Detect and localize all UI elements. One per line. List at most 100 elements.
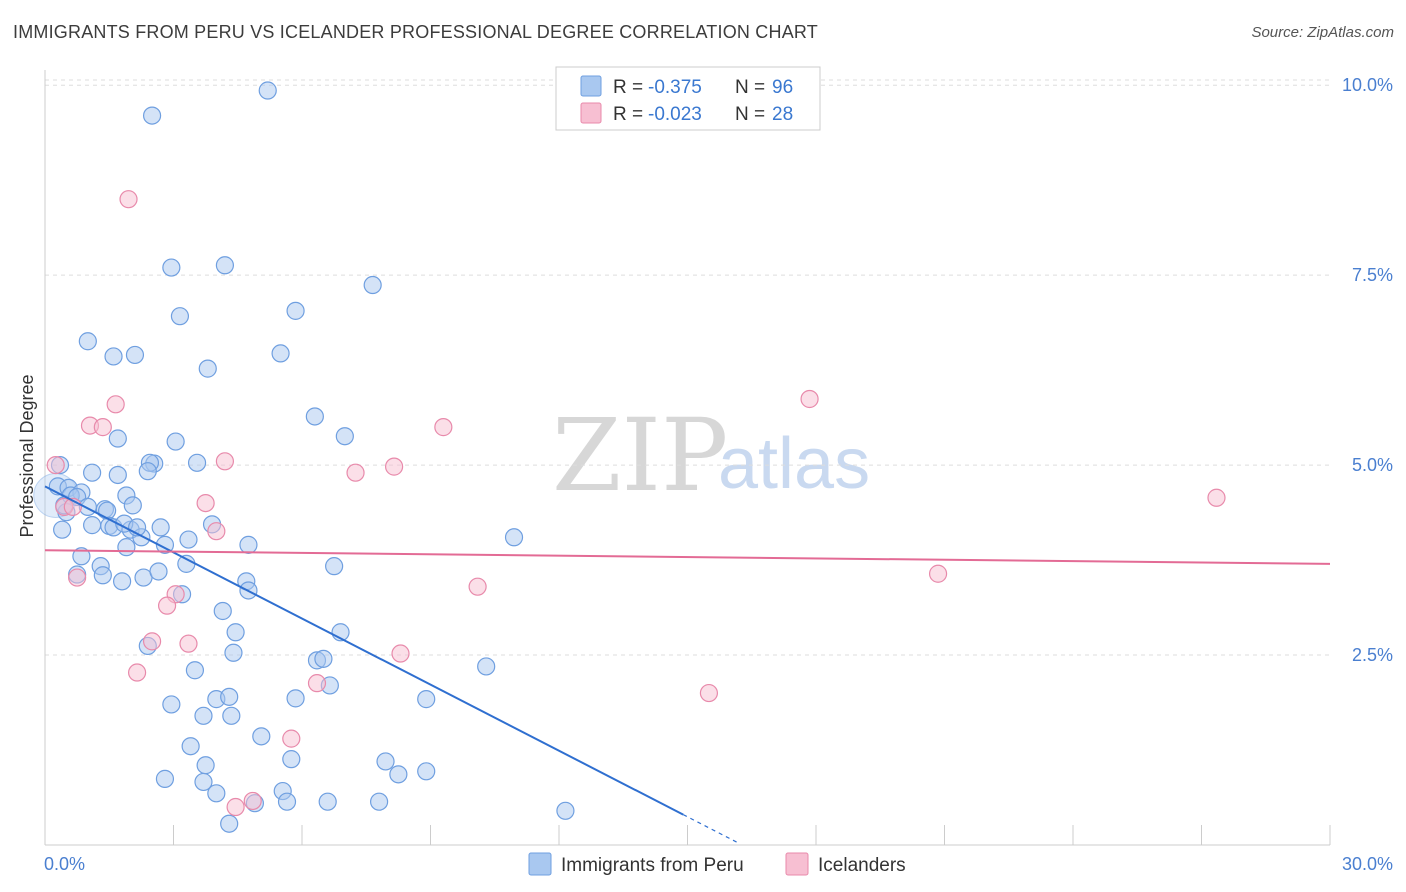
- legend-bottom-label-peru: Immigrants from Peru: [561, 855, 744, 876]
- data-point-peru: [282, 750, 301, 769]
- data-point-peru: [155, 769, 175, 788]
- data-point-peru: [72, 547, 91, 566]
- data-point-peru: [389, 765, 408, 784]
- data-point-icelanders: [384, 457, 404, 476]
- data-point-peru: [170, 307, 190, 326]
- data-point-icelanders: [106, 395, 125, 414]
- data-point-peru: [117, 538, 136, 557]
- y-tick-label: 5.0%: [1352, 455, 1393, 475]
- data-point-icelanders: [68, 568, 87, 587]
- data-point-peru: [187, 453, 207, 472]
- data-point-icelanders: [215, 452, 234, 471]
- trend-lines: [44, 485, 1331, 844]
- data-point-peru: [125, 345, 145, 365]
- data-point-peru: [286, 301, 305, 320]
- data-point-icelanders: [243, 791, 262, 811]
- data-point-peru: [504, 528, 524, 547]
- data-point-peru: [417, 690, 436, 709]
- data-point-icelanders: [196, 493, 215, 513]
- data-point-peru: [370, 792, 389, 811]
- data-point-icelanders: [699, 683, 719, 703]
- legend-n-label-icelanders: N =: [735, 104, 765, 125]
- data-point-peru: [104, 347, 123, 366]
- data-point-icelanders: [800, 389, 819, 409]
- data-point-peru: [325, 557, 344, 576]
- tick-labels: 2.5% 5.0% 7.5% 10.0% 0.0% 30.0%: [44, 75, 1393, 874]
- data-point-peru: [318, 792, 337, 811]
- axes: [44, 70, 1331, 846]
- gridlines: [45, 79, 1330, 656]
- data-point-icelanders: [928, 564, 948, 583]
- data-point-peru: [335, 427, 354, 446]
- data-point-peru: [78, 332, 97, 351]
- y-axis-title: Professional Degree: [17, 374, 37, 537]
- data-point-peru: [108, 429, 127, 448]
- data-point-peru: [162, 695, 181, 714]
- data-point-peru: [83, 516, 102, 535]
- data-point-peru: [177, 554, 196, 573]
- legend-top: R = -0.375 N = 96 R = -0.023 N = 28: [555, 66, 821, 131]
- data-point-peru: [277, 792, 297, 811]
- legend-r-value-icelanders: -0.023: [648, 104, 702, 125]
- data-point-icelanders: [226, 797, 245, 817]
- legend-bottom-swatch-peru: [528, 852, 552, 876]
- data-point-icelanders: [282, 729, 301, 748]
- data-point-icelanders: [179, 634, 198, 653]
- data-point-icelanders: [434, 418, 453, 437]
- data-point-peru: [220, 814, 239, 833]
- data-point-icelanders: [391, 644, 410, 663]
- chart-title: IMMIGRANTS FROM PERU VS ICELANDER PROFES…: [13, 22, 818, 42]
- data-point-icelanders: [207, 522, 226, 541]
- data-point-peru: [83, 463, 102, 482]
- data-point-icelanders: [46, 455, 65, 475]
- watermark-zip: ZIP: [552, 397, 728, 514]
- data-point-peru: [181, 737, 200, 756]
- watermark-atlas: atlas: [718, 424, 870, 504]
- legend-swatch-icelanders: [580, 102, 602, 124]
- data-point-peru: [166, 432, 185, 451]
- y-tick-label: 2.5%: [1352, 645, 1393, 665]
- data-point-peru: [477, 657, 496, 676]
- data-point-icelanders: [157, 596, 177, 615]
- legend-bottom-label-icelanders: Icelanders: [818, 855, 906, 876]
- legend-n-value-peru: 96: [772, 77, 793, 98]
- data-point-peru: [239, 535, 258, 554]
- trend-line-peru: [44, 485, 684, 816]
- legend-bottom-swatch-icelanders: [785, 852, 809, 876]
- data-point-peru: [376, 752, 395, 771]
- data-point-icelanders: [1207, 488, 1226, 507]
- data-point-peru: [185, 661, 205, 680]
- data-point-peru: [363, 275, 382, 295]
- data-point-icelanders: [93, 418, 112, 437]
- source-label: Source: ZipAtlas.com: [1251, 24, 1394, 41]
- data-point-peru: [149, 562, 168, 581]
- legend-n-label-peru: N =: [735, 77, 765, 98]
- data-point-peru: [196, 756, 215, 775]
- x-tick-label: 0.0%: [44, 854, 85, 874]
- data-point-peru: [417, 762, 436, 781]
- data-point-peru: [213, 601, 232, 621]
- data-point-icelanders: [142, 632, 162, 651]
- trend-line-icelanders: [44, 549, 1331, 565]
- data-point-peru: [138, 462, 157, 481]
- data-point-peru: [556, 801, 575, 820]
- data-point-peru: [198, 359, 217, 378]
- y-tick-label: 10.0%: [1342, 75, 1393, 95]
- legend-r-label-peru: R =: [613, 77, 643, 98]
- data-point-peru: [271, 344, 290, 363]
- data-point-icelanders: [127, 663, 147, 682]
- trend-line-peru-extension: [682, 814, 740, 844]
- data-point-peru: [179, 530, 198, 549]
- legend-r-value-peru: -0.375: [648, 77, 702, 98]
- data-point-peru: [258, 81, 277, 100]
- data-point-peru: [207, 784, 226, 803]
- data-point-peru: [142, 106, 162, 125]
- data-point-peru: [108, 465, 127, 485]
- legend-bottom: Immigrants from Peru Icelanders: [528, 852, 906, 876]
- data-point-peru: [151, 518, 170, 537]
- data-point-peru: [112, 572, 132, 591]
- data-point-peru: [162, 258, 181, 277]
- data-point-icelanders: [468, 577, 487, 596]
- data-point-peru: [222, 706, 241, 725]
